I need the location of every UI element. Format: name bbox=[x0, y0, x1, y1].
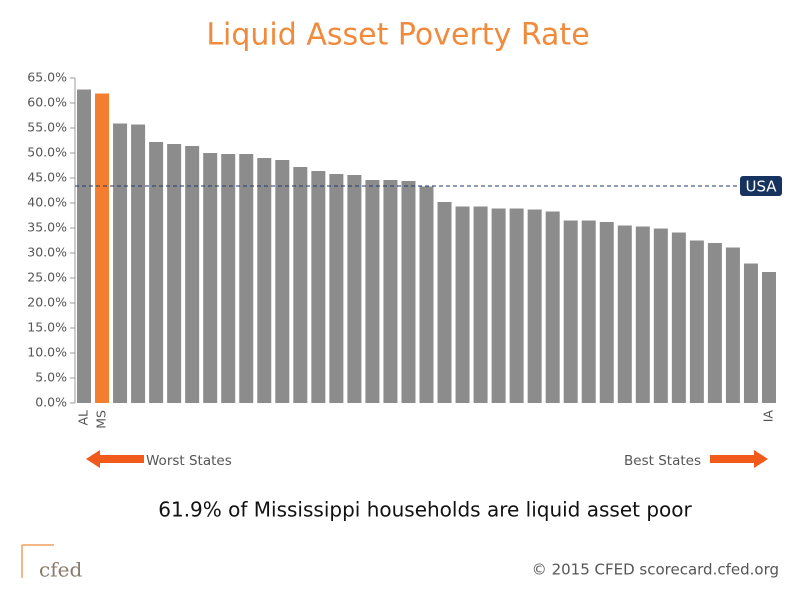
y-tick-label: 5.0% bbox=[35, 370, 67, 385]
best-label: Best States bbox=[624, 453, 701, 469]
y-tick-label: 65.0% bbox=[27, 70, 67, 85]
bar bbox=[473, 206, 488, 403]
chart-title: Liquid Asset Poverty Rate bbox=[206, 18, 589, 53]
y-tick-label: 40.0% bbox=[27, 195, 67, 210]
y-tick-label: 45.0% bbox=[27, 170, 67, 185]
bar bbox=[257, 158, 272, 403]
bar bbox=[221, 154, 236, 403]
bar bbox=[527, 209, 542, 403]
y-tick-label: 20.0% bbox=[27, 295, 67, 310]
note: 61.9% of Mississippi households are liqu… bbox=[158, 498, 692, 522]
x-tick-label: MS bbox=[94, 410, 109, 429]
y-tick-label: 30.0% bbox=[27, 245, 67, 260]
bar bbox=[77, 89, 92, 403]
bar bbox=[581, 220, 596, 403]
y-tick-label: 15.0% bbox=[27, 320, 67, 335]
bar bbox=[347, 175, 362, 403]
bar bbox=[419, 186, 434, 403]
bar bbox=[617, 225, 632, 403]
copyright: © 2015 CFED scorecard.cfed.org bbox=[532, 561, 779, 579]
bar bbox=[455, 206, 470, 403]
bar bbox=[95, 93, 110, 403]
bar bbox=[185, 146, 200, 403]
bar bbox=[113, 123, 128, 403]
bar bbox=[239, 154, 254, 403]
logo: cfed bbox=[39, 558, 82, 582]
left-arrow bbox=[86, 450, 144, 468]
x-tick-label: IA bbox=[760, 410, 775, 423]
bar bbox=[311, 171, 326, 403]
bar bbox=[725, 247, 740, 403]
logo-frame bbox=[21, 544, 54, 578]
bar bbox=[761, 272, 776, 403]
bar bbox=[293, 167, 308, 403]
bar bbox=[509, 208, 524, 403]
y-tick-label: 60.0% bbox=[27, 95, 67, 110]
y-tick-label: 25.0% bbox=[27, 270, 67, 285]
bar bbox=[707, 243, 722, 403]
bar bbox=[599, 222, 614, 403]
bar bbox=[131, 124, 146, 403]
bar bbox=[401, 181, 416, 403]
y-tick-label: 0.0% bbox=[35, 395, 67, 410]
y-tick-label: 50.0% bbox=[27, 145, 67, 160]
bar bbox=[743, 263, 758, 403]
bar bbox=[635, 226, 650, 403]
bar bbox=[437, 202, 452, 403]
bar bbox=[671, 232, 686, 403]
y-tick-label: 10.0% bbox=[27, 345, 67, 360]
bar bbox=[275, 160, 290, 403]
bar bbox=[653, 228, 668, 403]
right-arrow bbox=[710, 450, 768, 468]
reference-label: USA bbox=[745, 178, 777, 196]
bar bbox=[149, 142, 164, 403]
bar bbox=[329, 174, 344, 403]
reference-badge bbox=[740, 176, 782, 196]
bar bbox=[383, 180, 398, 403]
worst-label: Worst States bbox=[146, 453, 232, 469]
bar bbox=[689, 240, 704, 403]
y-tick-label: 35.0% bbox=[27, 220, 67, 235]
y-tick-label: 55.0% bbox=[27, 120, 67, 135]
bar bbox=[491, 208, 506, 403]
bar bbox=[545, 211, 560, 403]
bar bbox=[563, 220, 578, 403]
bar bbox=[203, 153, 218, 403]
x-tick-label: AL bbox=[76, 410, 91, 426]
bar bbox=[167, 144, 182, 403]
bar bbox=[365, 180, 380, 403]
